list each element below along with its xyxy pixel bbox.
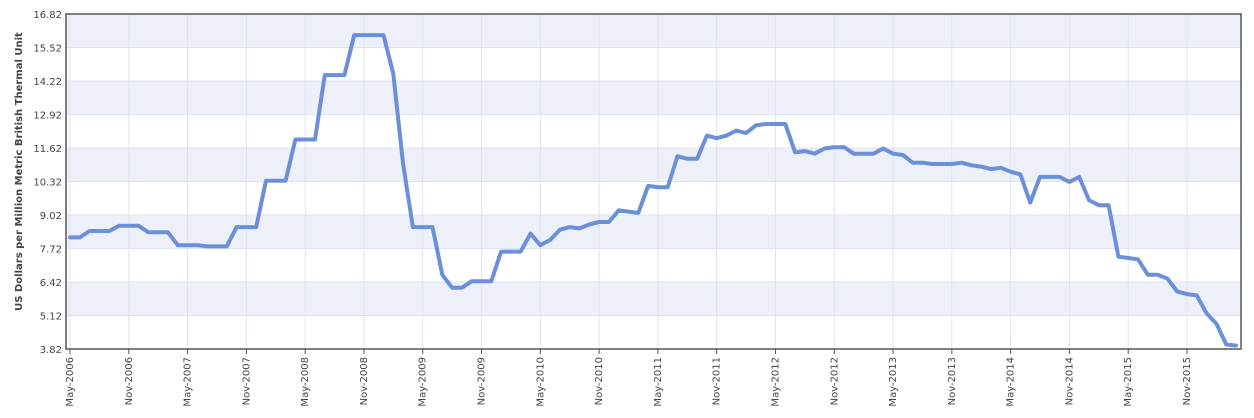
- series-line: [68, 33, 1238, 348]
- y-tick-label: 11.62: [33, 144, 62, 155]
- y-tick-label: 10.32: [33, 178, 62, 189]
- x-tick-label: Nov-2006: [124, 357, 135, 405]
- x-axis-ticks: May-2006 Nov-2006 May-2007 Nov-2007 May-2008…: [65, 349, 1193, 407]
- plot-frame: [65, 13, 1242, 350]
- series-group: [68, 33, 1238, 348]
- x-tick-label: Nov-2011: [712, 357, 723, 405]
- y-tick-label: 14.22: [33, 77, 62, 88]
- x-tick-label: Nov-2013: [947, 357, 958, 405]
- x-tick-label: Nov-2009: [477, 357, 488, 405]
- plot-band: [66, 282, 1241, 316]
- plot-band: [66, 81, 1241, 115]
- x-tick-label: May-2012: [770, 357, 781, 407]
- x-tick-label: Nov-2007: [241, 357, 252, 405]
- x-tick-label: Nov-2014: [1064, 357, 1075, 405]
- x-tick-label: Nov-2015: [1182, 357, 1193, 405]
- plot-band: [66, 14, 1241, 48]
- y-axis-ticks: 3.82 5.12 6.42 7.72 9.02 10.32 11.62 12.92 14.22…: [33, 10, 62, 356]
- x-tick-label: May-2006: [65, 357, 76, 407]
- x-tick-label: Nov-2010: [594, 357, 605, 405]
- x-tick-label: Nov-2012: [829, 357, 840, 405]
- y-tick-label: 6.42: [40, 278, 62, 289]
- y-tick-label: 3.82: [40, 345, 62, 356]
- plot-band: [66, 148, 1241, 182]
- plot-bands: [66, 14, 1241, 316]
- y-tick-label: 15.52: [33, 44, 62, 55]
- x-tick-label: May-2013: [888, 357, 899, 407]
- x-tick-label: May-2014: [1006, 357, 1017, 407]
- x-tick-label: May-2015: [1123, 357, 1134, 407]
- y-tick-label: 7.72: [40, 245, 62, 256]
- y-tick-label: 9.02: [40, 211, 62, 222]
- y-axis-label: US Dollars per Million Metric British Th…: [14, 32, 25, 311]
- plot-band: [66, 215, 1241, 249]
- x-tick-label: Nov-2008: [359, 357, 370, 405]
- x-tick-label: May-2008: [300, 357, 311, 407]
- y-tick-label: 12.92: [33, 111, 62, 122]
- x-tick-label: May-2011: [653, 357, 664, 407]
- x-tick-label: May-2007: [183, 357, 194, 407]
- y-tick-label: 16.82: [33, 10, 62, 21]
- x-tick-label: May-2009: [418, 357, 429, 407]
- x-tick-label: May-2010: [535, 357, 546, 407]
- y-tick-label: 5.12: [40, 312, 62, 323]
